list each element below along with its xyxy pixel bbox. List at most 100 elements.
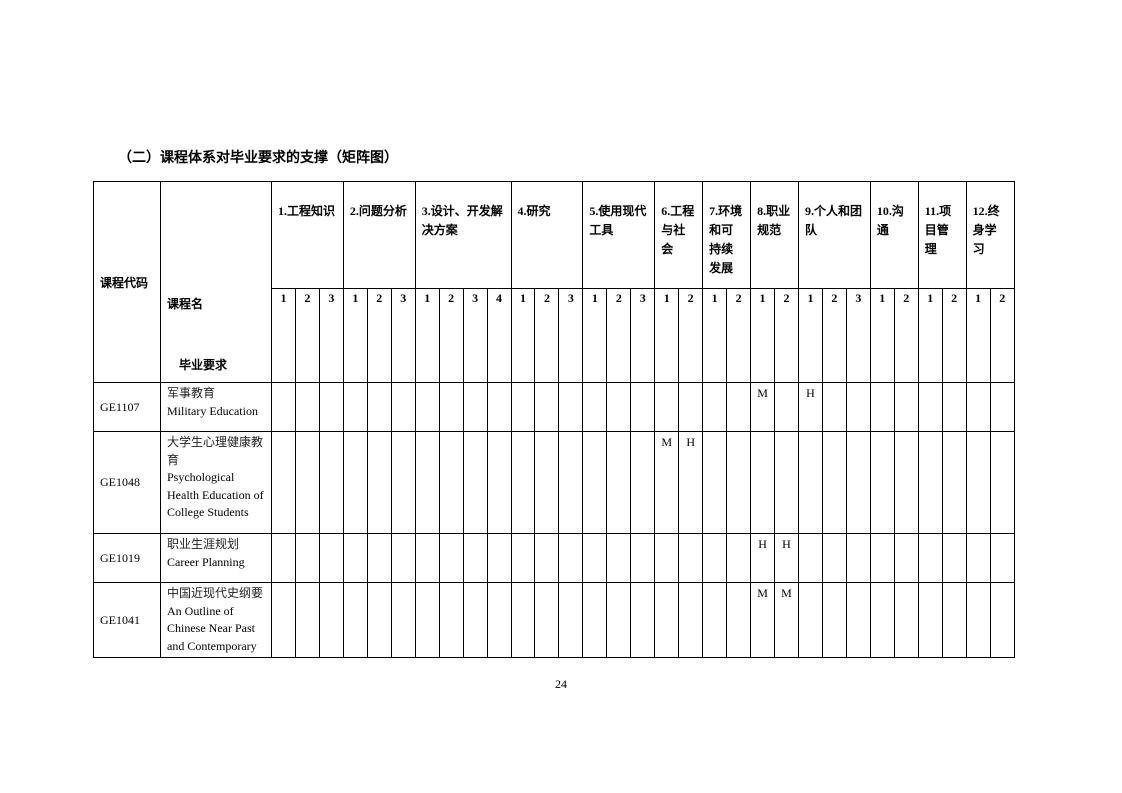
sub-requirement-header: 2 [821, 288, 847, 383]
sub-requirement-header: 2 [774, 288, 799, 383]
support-level-cell [726, 533, 752, 583]
support-level-cell [678, 533, 704, 583]
sub-requirement-header: 1 [965, 288, 991, 383]
sub-requirement-header: 2 [438, 288, 464, 383]
sub-requirement-header: 2 [294, 288, 320, 383]
support-level-cell [797, 582, 823, 658]
support-level-cell [606, 382, 632, 432]
sub-requirement-header: 1 [271, 288, 296, 383]
support-level-cell: M [654, 431, 680, 534]
support-level-cell [893, 533, 919, 583]
support-level-cell [438, 582, 464, 658]
support-level-cell [462, 533, 488, 583]
support-level-cell [630, 382, 656, 432]
support-level-cell [366, 582, 392, 658]
support-level-cell [821, 431, 847, 534]
requirement-group-header: 7.环境和可持续发展 [702, 181, 752, 289]
support-level-cell [438, 431, 464, 534]
table-row: GE1041 中国近现代史纲要 An Outline of Chinese Near… [93, 582, 1016, 658]
sub-requirement-header: 2 [893, 288, 919, 383]
support-level-cell [917, 533, 943, 583]
sub-requirement-header: 3 [630, 288, 656, 383]
support-level-cell [845, 382, 871, 432]
sub-requirement-header: 3 [462, 288, 488, 383]
support-level-cell [534, 582, 560, 658]
support-level-cell [318, 533, 344, 583]
support-level-cell [534, 431, 560, 534]
support-level-cell [869, 533, 895, 583]
support-level-cell [294, 533, 320, 583]
requirement-label: 毕业要求 [179, 358, 228, 372]
requirement-group-header: 3.设计、开发解决方案 [414, 181, 512, 289]
course-name: 军事教育 Military Education [160, 382, 272, 432]
course-name-cn: 中国近现代史纲要 [167, 586, 264, 600]
sub-requirement-header: 2 [941, 288, 967, 383]
support-level-cell [271, 533, 296, 583]
support-level-cell [941, 582, 967, 658]
course-code: GE1048 [93, 431, 161, 534]
support-level-cell [534, 382, 560, 432]
sub-requirement-header: 1 [869, 288, 895, 383]
support-level-cell [821, 382, 847, 432]
support-level-cell [582, 533, 608, 583]
support-level-cell [941, 431, 967, 534]
support-level-cell [869, 431, 895, 534]
support-level-cell [318, 382, 344, 432]
support-level-cell [774, 382, 799, 432]
support-level-cell [342, 582, 368, 658]
support-level-cell [582, 582, 608, 658]
support-level-cell [558, 382, 584, 432]
course-name-label: 课程名 [167, 297, 204, 311]
sub-requirement-header: 1 [654, 288, 680, 383]
support-level-cell [917, 382, 943, 432]
support-level-cell [797, 431, 823, 534]
course-code: GE1107 [93, 382, 161, 432]
support-level-cell [845, 582, 871, 658]
support-level-cell [893, 382, 919, 432]
support-level-cell [797, 533, 823, 583]
support-level-cell [294, 582, 320, 658]
requirement-group-header: 12.终身学习 [965, 181, 1016, 289]
support-level-cell [462, 382, 488, 432]
support-level-cell [654, 582, 680, 658]
support-level-cell [271, 582, 296, 658]
support-level-cell: H [678, 431, 704, 534]
sub-requirement-header: 1 [414, 288, 440, 383]
sub-requirement-header: 3 [845, 288, 871, 383]
support-level-cell [989, 431, 1016, 534]
support-level-cell [726, 382, 752, 432]
support-level-cell [869, 582, 895, 658]
support-level-cell [510, 533, 536, 583]
sub-requirement-header: 3 [390, 288, 416, 383]
support-level-cell [510, 382, 536, 432]
support-level-cell [869, 382, 895, 432]
support-level-cell [702, 431, 728, 534]
support-level-cell [989, 382, 1016, 432]
sub-requirement-header: 1 [582, 288, 608, 383]
support-level-cell [271, 382, 296, 432]
support-level-cell [294, 431, 320, 534]
support-level-cell [678, 582, 704, 658]
support-level-cell [750, 431, 776, 534]
support-level-cell [893, 582, 919, 658]
support-level-cell [821, 582, 847, 658]
sub-requirement-header: 1 [750, 288, 776, 383]
support-level-cell [630, 582, 656, 658]
support-level-cell [558, 431, 584, 534]
sub-requirement-header: 2 [678, 288, 704, 383]
support-level-cell [941, 382, 967, 432]
support-level-cell [917, 582, 943, 658]
support-level-cell [366, 533, 392, 583]
support-level-cell: M [750, 382, 776, 432]
sub-requirement-header: 2 [534, 288, 560, 383]
support-level-cell: H [774, 533, 799, 583]
support-level-cell [390, 431, 416, 534]
support-level-cell [342, 431, 368, 534]
sub-requirement-header: 1 [917, 288, 943, 383]
support-level-cell [989, 533, 1016, 583]
support-level-cell [702, 533, 728, 583]
sub-requirement-header: 2 [989, 288, 1016, 383]
support-level-cell [318, 582, 344, 658]
course-name: 职业生涯规划 Career Planning [160, 533, 272, 583]
